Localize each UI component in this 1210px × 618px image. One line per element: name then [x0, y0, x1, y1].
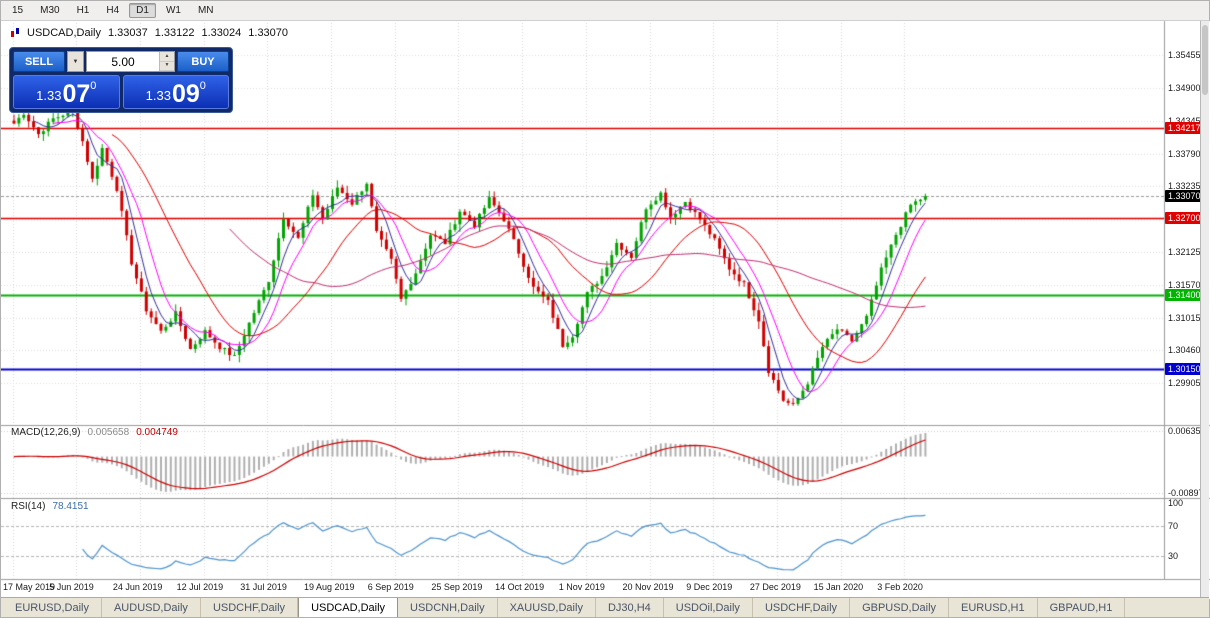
macd-axis-label: 0.006355: [1168, 425, 1206, 436]
price-axis-label: 1.31570: [1168, 279, 1201, 290]
rsi-header: RSI(14) 78.4151: [11, 501, 89, 512]
date-axis-label: 3 Feb 2020: [877, 582, 923, 592]
sell-button[interactable]: SELL: [13, 51, 65, 72]
macd-axis-label: -0.008978: [1168, 487, 1209, 498]
symbol-period-label: USDCAD,Daily: [27, 27, 101, 39]
volume-dropdown-button[interactable]: ▼: [67, 51, 84, 72]
tab-usdchf-daily[interactable]: USDCHF,Daily: [201, 598, 299, 617]
tab-gbpusd-daily[interactable]: GBPUSD,Daily: [850, 598, 950, 617]
one-click-trading-panel: SELL ▼ ▲ ▼ BUY 1.33 07 0 1.33 09: [9, 47, 233, 113]
rsi-axis-label: 70: [1168, 520, 1179, 531]
date-axis-label: 9 Dec 2019: [686, 582, 733, 592]
price-axis-label: 1.35455: [1168, 50, 1201, 61]
price-badge-1.34217: 1.34217: [1165, 122, 1204, 135]
tab-usdcad-daily[interactable]: USDCAD,Daily: [298, 598, 399, 617]
price-axis-label: 1.32125: [1168, 247, 1201, 258]
rsi-title: RSI(14): [11, 501, 46, 512]
timeframe-button-m30[interactable]: M30: [40, 5, 60, 16]
date-axis-label: 14 Oct 2019: [495, 582, 545, 592]
chevron-down-icon: ▼: [72, 58, 79, 65]
macd-header: MACD(12,26,9) 0.005658 0.004749: [11, 427, 178, 438]
rsi-axis-label: 30: [1168, 551, 1179, 562]
trade-controls-row: SELL ▼ ▲ ▼ BUY: [13, 51, 229, 72]
timeframe-button-h1[interactable]: H1: [76, 5, 90, 16]
close-value: 1.33070: [248, 27, 289, 39]
macd-title: MACD(12,26,9): [11, 427, 81, 438]
timeframe-button-d1[interactable]: D1: [129, 3, 156, 18]
timeframe-button-mn[interactable]: MN: [197, 5, 214, 16]
date-axis-label: 17 May 2019: [3, 582, 56, 592]
chart-tab-bar: EURUSD,Daily AUDUSD,Daily USDCHF,Daily USDC…: [1, 597, 1209, 617]
date-axis-label: 12 Jul 2019: [176, 582, 224, 592]
low-value: 1.33024: [201, 27, 242, 39]
volume-field: ▲ ▼: [86, 51, 175, 72]
tab-usdchf-daily[interactable]: USDCHF,Daily: [753, 598, 851, 617]
price-axis-label: 1.30460: [1168, 345, 1201, 356]
buy-price-pips: 09: [171, 80, 200, 108]
arrow-down-icon: ▼: [164, 62, 170, 69]
date-axis-label: 19 Aug 2019: [304, 582, 355, 592]
rsi-axis-label: 100: [1168, 498, 1184, 508]
date-axis-label: 5 Jun 2019: [49, 582, 94, 592]
buy-price-point: 0: [199, 80, 206, 92]
open-value: 1.33037: [107, 27, 148, 39]
high-value: 1.33122: [154, 27, 195, 39]
date-axis-label: 25 Sep 2019: [431, 582, 483, 592]
tab-gbpaud-h1[interactable]: GBPAUD,H1: [1038, 598, 1126, 617]
tab-dj30-h4[interactable]: DJ30,H4: [596, 598, 664, 617]
ohlc-header: USDCAD,Daily 1.33037 1.33122 1.33024 1.3…: [11, 27, 288, 39]
volume-increase-button[interactable]: ▲: [160, 52, 174, 62]
volume-stepper: ▲ ▼: [159, 52, 174, 71]
tab-audusd-daily[interactable]: AUDUSD,Daily: [102, 598, 201, 617]
price-badge-1.33070: 1.33070: [1165, 190, 1204, 203]
sell-price-point: 0: [90, 80, 97, 92]
price-axis-label: 1.33235: [1168, 181, 1201, 192]
tab-eurusd-h1[interactable]: EURUSD,H1: [949, 598, 1038, 617]
buy-button[interactable]: BUY: [177, 51, 229, 72]
scrollbar-thumb[interactable]: [1202, 25, 1208, 95]
buy-price-prefix: 1.33: [145, 88, 171, 103]
price-axis-label: 1.31015: [1168, 312, 1201, 323]
price-badge-1.31400: 1.31400: [1165, 288, 1204, 301]
price-axis-label: 1.29905: [1168, 378, 1201, 389]
date-axis-label: 1 Nov 2019: [558, 582, 605, 592]
rsi-value: 78.4151: [52, 501, 89, 512]
sell-price-button[interactable]: 1.33 07 0: [13, 75, 120, 109]
price-axis-label: 1.34345: [1168, 115, 1201, 126]
tab-eurusd-daily[interactable]: EURUSD,Daily: [3, 598, 102, 617]
volume-input[interactable]: [87, 52, 159, 71]
macd-main-value: 0.005658: [87, 427, 130, 438]
date-axis-label: 20 Nov 2019: [622, 582, 674, 592]
timeframe-button-h4[interactable]: H4: [106, 5, 120, 16]
volume-decrease-button[interactable]: ▼: [160, 61, 174, 71]
tab-usdoil-daily[interactable]: USDOil,Daily: [664, 598, 753, 617]
buy-price-button[interactable]: 1.33 09 0: [122, 75, 229, 109]
vertical-scrollbar[interactable]: [1200, 21, 1209, 597]
date-axis-label: 15 Jan 2020: [813, 582, 864, 592]
price-badge-1.32700: 1.32700: [1165, 212, 1204, 225]
trade-prices-row: 1.33 07 0 1.33 09 0: [13, 75, 229, 109]
timeframe-button-w1[interactable]: W1: [165, 5, 181, 16]
sell-price-pips: 07: [62, 80, 91, 108]
arrow-up-icon: ▲: [164, 52, 170, 59]
sell-price-prefix: 1.33: [36, 88, 62, 103]
price-badge-1.30150: 1.30150: [1165, 362, 1204, 375]
timeframe-button-15[interactable]: 15: [12, 5, 24, 16]
instrument-icon: [11, 28, 20, 38]
tab-usdcnh-daily[interactable]: USDCNH,Daily: [398, 598, 498, 617]
date-axis-label: 6 Sep 2019: [367, 582, 414, 592]
tab-xauusd-daily[interactable]: XAUUSD,Daily: [498, 598, 596, 617]
date-axis-label: 24 Jun 2019: [112, 582, 163, 592]
date-axis-label: 31 Jul 2019: [240, 582, 287, 592]
price-axis-label: 1.33790: [1168, 148, 1201, 159]
price-axis-label: 1.34900: [1168, 83, 1201, 94]
date-axis-label: 27 Dec 2019: [749, 582, 801, 592]
timeframe-toolbar: 15 M30 H1 H4 D1 W1 MN: [1, 1, 1209, 21]
macd-signal-value: 0.004749: [136, 427, 178, 438]
